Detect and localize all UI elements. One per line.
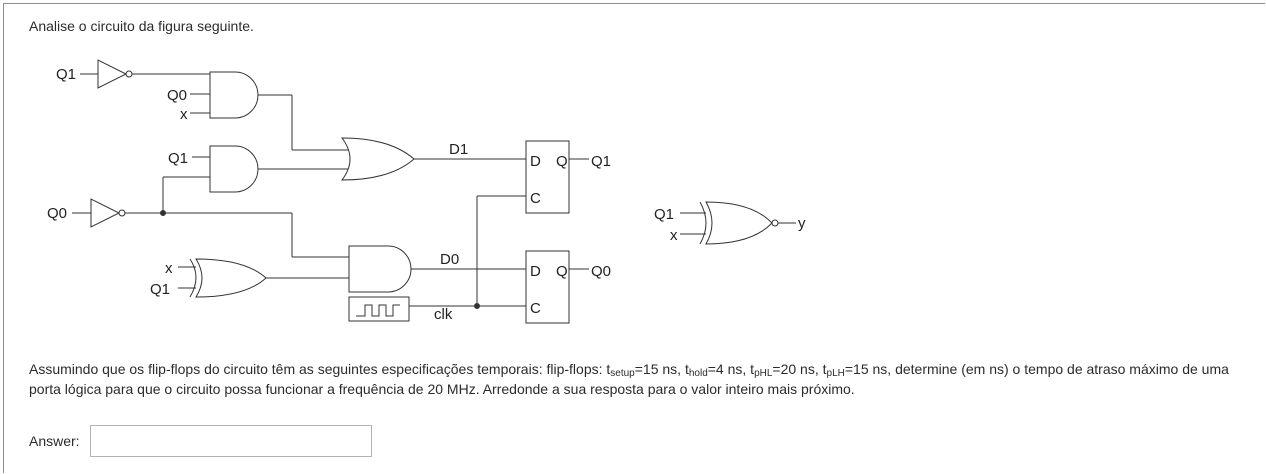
ff1-q-label: Q — [556, 153, 568, 170]
answer-input[interactable] — [90, 425, 372, 457]
ff1-output-label: Q1 — [591, 153, 611, 170]
and-gate-2 — [209, 145, 259, 193]
and-gate-d0 — [348, 245, 412, 293]
intro-text: Analise o circuito da figura seguinte. — [29, 18, 254, 34]
ff0-q-label: Q — [556, 263, 568, 280]
label-d1: D1 — [449, 141, 468, 158]
label-q1-input: Q1 — [56, 66, 76, 83]
not-gate-q0 — [90, 198, 121, 228]
xnor-gate — [705, 201, 773, 245]
label-x-xnor: x — [670, 227, 678, 244]
ff1-d-label: D — [530, 153, 541, 170]
flip-flop-1 — [525, 140, 570, 214]
answer-label: Answer: — [29, 433, 80, 449]
ff1-c-label: C — [530, 190, 541, 207]
label-d0: D0 — [440, 251, 459, 268]
ff0-c-label: C — [530, 300, 541, 317]
label-q1-xor: Q1 — [150, 281, 170, 298]
or-gate-d1 — [340, 137, 415, 181]
question-frame — [3, 3, 1265, 473]
label-q0-gate1: Q0 — [167, 87, 187, 104]
question-text: Assumindo que os flip-flops do circuito … — [29, 361, 1229, 397]
label-x-gate1: x — [180, 106, 188, 123]
xor-gate — [195, 258, 267, 298]
label-q1-gate2: Q1 — [168, 150, 188, 167]
label-x-xor: x — [165, 260, 173, 277]
ff0-output-label: Q0 — [591, 263, 611, 280]
and-gate-1 — [209, 71, 259, 119]
not-gate-q1 — [97, 59, 128, 89]
label-q1-xnor: Q1 — [654, 206, 674, 223]
label-clk: clk — [434, 306, 453, 323]
label-q0-input: Q0 — [47, 205, 67, 222]
ff0-d-label: D — [530, 263, 541, 280]
flip-flop-0 — [525, 250, 570, 324]
label-y-output: y — [798, 215, 806, 232]
